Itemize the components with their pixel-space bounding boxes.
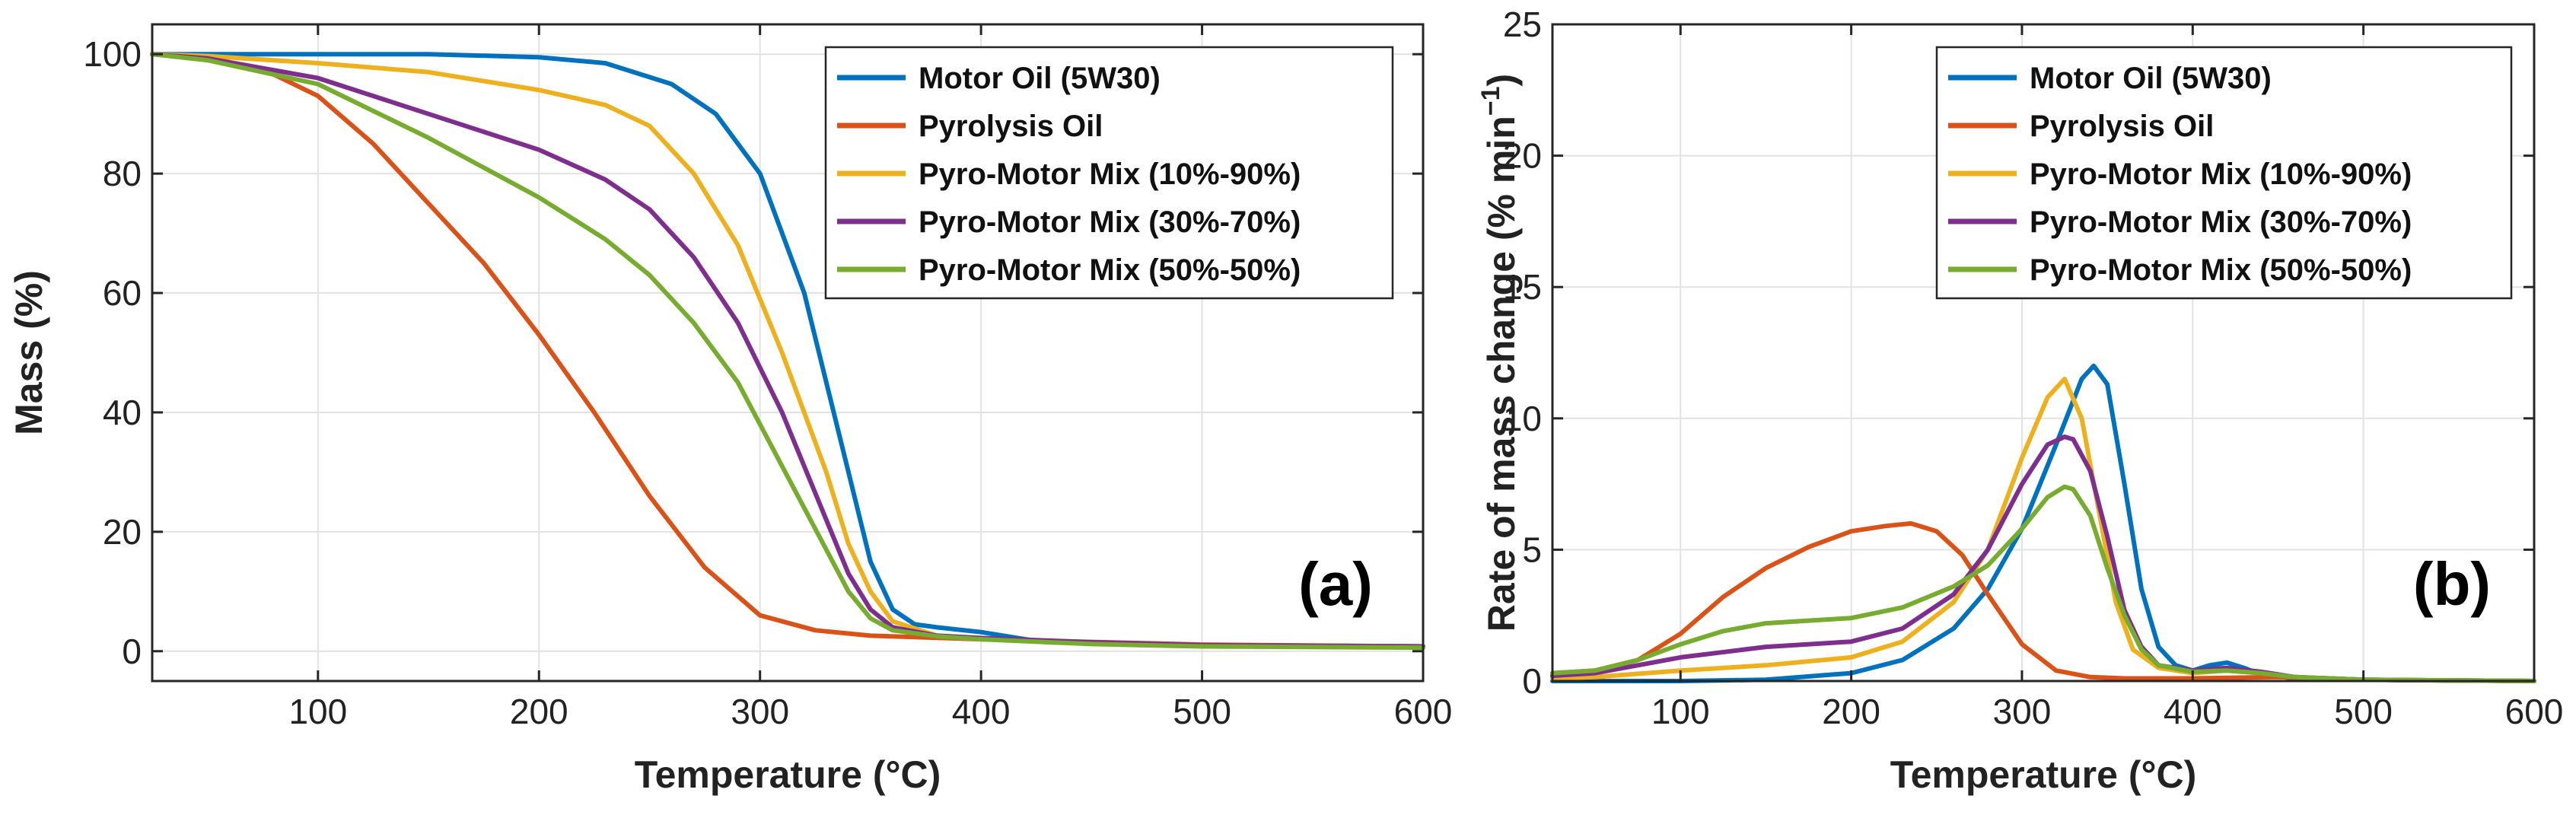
chart-b-legend-entry: Pyro-Motor Mix (10%-90%) [2030,158,2412,191]
chart-a-legend-entry: Pyrolysis Oil [919,110,1103,143]
chart-b-y-tick-label: 10 [1503,399,1542,438]
chart-b-axes-box [1551,23,2536,683]
chart-b-x-tick-label: 600 [2505,692,2564,731]
chart-a-legend-entry: Pyro-Motor Mix (30%-70%) [919,205,1301,239]
chart-b-x-tick-label: 200 [1822,692,1880,731]
chart-a-axes-box [151,23,1425,683]
chart-b-series-line-mix-50-50 [1550,484,2536,683]
chart-a-x-tick-label: 400 [952,692,1011,731]
chart-b-x-tick-label: 100 [1651,692,1710,731]
chart-a-x-axis-label: Temperature (°C) [635,753,941,796]
chart-b-y-tick-label: 15 [1503,267,1542,307]
chart-a-y-tick-label: 40 [103,393,142,432]
chart-b-legend-entry: Pyrolysis Oil [2030,110,2214,143]
chart-a-x-tick-label: 600 [1394,692,1453,731]
chart-panel-a: 100 200 300 400 500 600 0 20 40 60 80 100 Motor Oil… [8,23,1452,796]
chart-b-legend-box [1935,46,2513,300]
chart-b-y-axis-label-superscript: −1 [1476,86,1505,116]
chart-b-x-tick-label: 400 [2164,692,2222,731]
chart-a-x-tick-label: 500 [1173,692,1231,731]
chart-b-y-tick-label: 0 [1522,661,1542,701]
chart-a-legend: Motor Oil (5W30) Pyrolysis Oil Pyro-Motor … [824,46,1394,300]
chart-b-legend-entry: Motor Oil (5W30) [2030,62,2272,95]
chart-b-series-line-mix-30-70 [1550,434,2536,683]
chart-a-series [150,52,1425,651]
chart-panel-b: 100 200 300 400 500 600 0 5 10 15 20 25 Motor Oil (… [1476,5,2563,796]
chart-b-y-axis-label: Rate of mass change (% min−1) [1476,74,1523,632]
chart-b-x-axis-label: Temperature (°C) [1890,753,2196,796]
chart-b-ticks: 100 200 300 400 500 600 0 5 10 15 20 25 [1503,5,2564,731]
chart-b-series [1550,363,2536,683]
chart-a-legend-box [824,46,1394,300]
chart-a-series-line-pyrolysis-oil [150,52,1425,649]
chart-a-series-line-mix-50-50 [150,52,1425,651]
chart-b-series-line-pyrolysis-oil [1550,520,2536,683]
chart-a-y-tick-label: 80 [103,154,142,193]
chart-a-legend-entry: Pyro-Motor Mix (10%-90%) [919,158,1301,191]
chart-b-legend: Motor Oil (5W30) Pyrolysis Oil Pyro-Motor … [1935,46,2513,300]
chart-a-panel-label: (a) [1298,550,1373,618]
chart-b-legend-entry: Pyro-Motor Mix (50%-50%) [2030,253,2412,287]
chart-a-y-tick-label: 20 [103,512,142,552]
chart-a-y-tick-label: 60 [103,273,142,313]
chart-a-x-tick-label: 100 [288,692,347,731]
chart-b-y-tick-label: 20 [1503,136,1542,176]
chart-a-legend-entry: Pyro-Motor Mix (50%-50%) [919,253,1301,287]
chart-a-x-tick-label: 300 [731,692,789,731]
chart-a-ticks: 100 200 300 400 500 600 0 20 40 60 80 100 [83,24,1452,731]
chart-a-legend-entry: Motor Oil (5W30) [919,62,1161,95]
chart-b-x-tick-label: 500 [2334,692,2393,731]
chart-b-y-axis-label-main: Rate of mass change (% min [1480,116,1523,632]
chart-a-y-tick-label: 100 [83,34,142,74]
chart-b-y-axis-label-suffix: ) [1480,74,1523,87]
chart-b-y-tick-label: 25 [1503,5,1542,44]
chart-a-x-tick-label: 200 [510,692,568,731]
chart-b-x-tick-label: 300 [1993,692,2052,731]
chart-b-y-tick-label: 5 [1522,530,1542,569]
chart-b-legend-entry: Pyro-Motor Mix (30%-70%) [2030,205,2412,239]
chart-a-y-axis-label: Mass (%) [8,270,50,435]
chart-b-panel-label: (b) [2413,550,2491,618]
chart-a-y-tick-label: 0 [122,632,142,671]
